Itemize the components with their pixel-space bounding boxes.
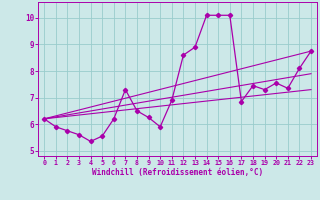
X-axis label: Windchill (Refroidissement éolien,°C): Windchill (Refroidissement éolien,°C) [92,168,263,177]
